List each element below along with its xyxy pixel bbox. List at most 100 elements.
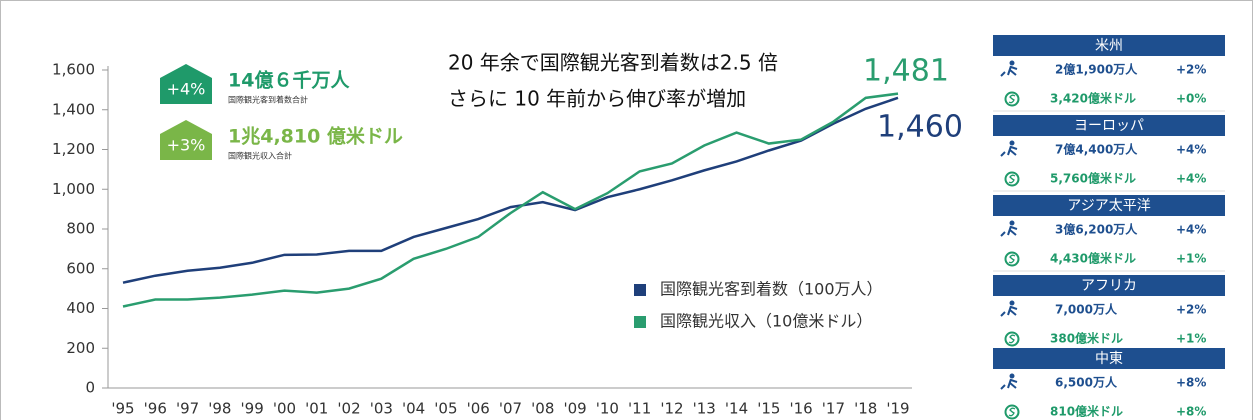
money-icon (1008, 334, 1016, 344)
region-arrivals: 3億6,200万人 (1055, 222, 1138, 237)
y-tick-label: 1,200 (52, 140, 95, 158)
region-name: ヨーロッパ (1074, 118, 1144, 134)
x-tick-label: '95 (111, 400, 134, 418)
region-receipts: 4,430億米ドル (1050, 251, 1136, 266)
badge (160, 120, 212, 160)
annotation: さらに 10 年前から伸び率が増加 (448, 87, 746, 111)
x-tick-label: '96 (144, 400, 167, 418)
money-icon (1008, 174, 1016, 184)
walker-icon (1009, 220, 1015, 226)
region-receipts-change: +8% (1176, 405, 1206, 419)
x-tick-label: '10 (596, 400, 619, 418)
badge-caption: 国際観光収入合計 (228, 151, 292, 161)
walker-icon (1009, 60, 1015, 66)
y-tick-label: 1,000 (52, 180, 95, 198)
money-icon (1004, 171, 1020, 187)
badge-change: +4% (167, 80, 206, 99)
x-tick-label: '17 (822, 400, 845, 418)
region-receipts: 5,760億米ドル (1050, 171, 1136, 186)
region-header (993, 348, 1225, 369)
money-icon (1004, 331, 1020, 347)
x-tick-label: '05 (434, 400, 457, 418)
region-header (993, 115, 1225, 136)
region-arrivals-change: +2% (1176, 303, 1206, 317)
series-line (122, 92, 899, 308)
x-tick-label: '19 (886, 400, 909, 418)
legend-swatch (634, 284, 646, 296)
walker-icon (1009, 300, 1015, 306)
x-tick-label: '13 (693, 400, 716, 418)
region-receipts: 810億米ドル (1050, 404, 1123, 419)
legend-label: 国際観光収入（10億米ドル） (660, 312, 872, 331)
y-tick-label: 1,600 (52, 61, 95, 79)
legend-label: 国際観光客到着数（100万人） (660, 280, 883, 299)
region-arrivals-change: +2% (1176, 63, 1206, 77)
x-tick-label: '99 (241, 400, 264, 418)
y-tick-label: 800 (66, 220, 95, 238)
x-tick-label: '08 (531, 400, 554, 418)
x-tick-label: '02 (337, 400, 360, 418)
x-tick-label: '07 (499, 400, 522, 418)
x-tick-label: '18 (854, 400, 877, 418)
region-arrivals: 7,000万人 (1055, 302, 1118, 317)
money-icon (1008, 407, 1016, 417)
x-tick-label: '01 (305, 400, 328, 418)
walker-icon (1009, 373, 1015, 379)
x-tick-label: '98 (208, 400, 231, 418)
badge-caption: 国際観光客到着数合計 (228, 95, 308, 105)
region-receipts-change: +4% (1176, 172, 1206, 186)
legend-swatch (634, 316, 646, 328)
x-tick-label: '12 (660, 400, 683, 418)
region-header (993, 195, 1225, 216)
region-name: 米州 (1095, 38, 1123, 54)
badge-headline: 14億６千万人 (228, 69, 350, 92)
walker-icon (1000, 378, 1018, 390)
end-label: 1,481 (863, 54, 949, 89)
x-tick-label: '97 (176, 400, 199, 418)
walker-icon (1000, 145, 1018, 157)
region-receipts-change: +1% (1176, 252, 1206, 266)
region-arrivals-change: +8% (1176, 376, 1206, 390)
region-name: アフリカ (1081, 278, 1137, 294)
region-receipts: 380億米ドル (1050, 331, 1123, 346)
money-icon (1004, 91, 1020, 107)
region-receipts-change: +0% (1176, 92, 1206, 106)
badge-change: +3% (167, 136, 206, 155)
region-arrivals-change: +4% (1176, 143, 1206, 157)
region-arrivals-change: +4% (1176, 223, 1206, 237)
region-arrivals: 6,500万人 (1055, 375, 1118, 390)
series-line (122, 96, 899, 284)
walker-icon (1009, 140, 1015, 146)
region-arrivals: 7億4,400万人 (1055, 142, 1138, 157)
walker-icon (1000, 225, 1018, 237)
region-header (993, 275, 1225, 296)
annotation: 20 年余で国際観光客到着数は2.5 倍 (448, 51, 778, 75)
y-tick-label: 1,400 (52, 100, 95, 118)
y-tick-label: 200 (66, 339, 95, 357)
badge-headline: 1兆4,810 億米ドル (228, 125, 403, 148)
y-tick-label: 400 (66, 299, 95, 317)
region-arrivals: 2億1,900万人 (1055, 62, 1138, 77)
badge (160, 64, 212, 104)
x-tick-label: '14 (725, 400, 748, 418)
x-tick-label: '04 (402, 400, 425, 418)
y-tick-label: 0 (85, 379, 95, 397)
x-tick-label: '15 (757, 400, 780, 418)
region-receipts-change: +1% (1176, 332, 1206, 346)
x-tick-label: '06 (467, 400, 490, 418)
x-tick-label: '09 (563, 400, 586, 418)
region-header (993, 35, 1225, 56)
money-icon (1004, 251, 1020, 267)
money-icon (1004, 404, 1020, 420)
region-name: 中東 (1095, 351, 1123, 367)
walker-icon (1000, 65, 1018, 77)
x-tick-label: '00 (273, 400, 296, 418)
x-tick-label: '03 (370, 400, 393, 418)
y-tick-label: 600 (66, 259, 95, 277)
money-icon (1008, 94, 1016, 104)
end-label: 1,460 (877, 110, 963, 145)
region-name: アジア太平洋 (1067, 198, 1150, 214)
x-tick-label: '11 (628, 400, 651, 418)
region-receipts: 3,420億米ドル (1050, 91, 1136, 106)
